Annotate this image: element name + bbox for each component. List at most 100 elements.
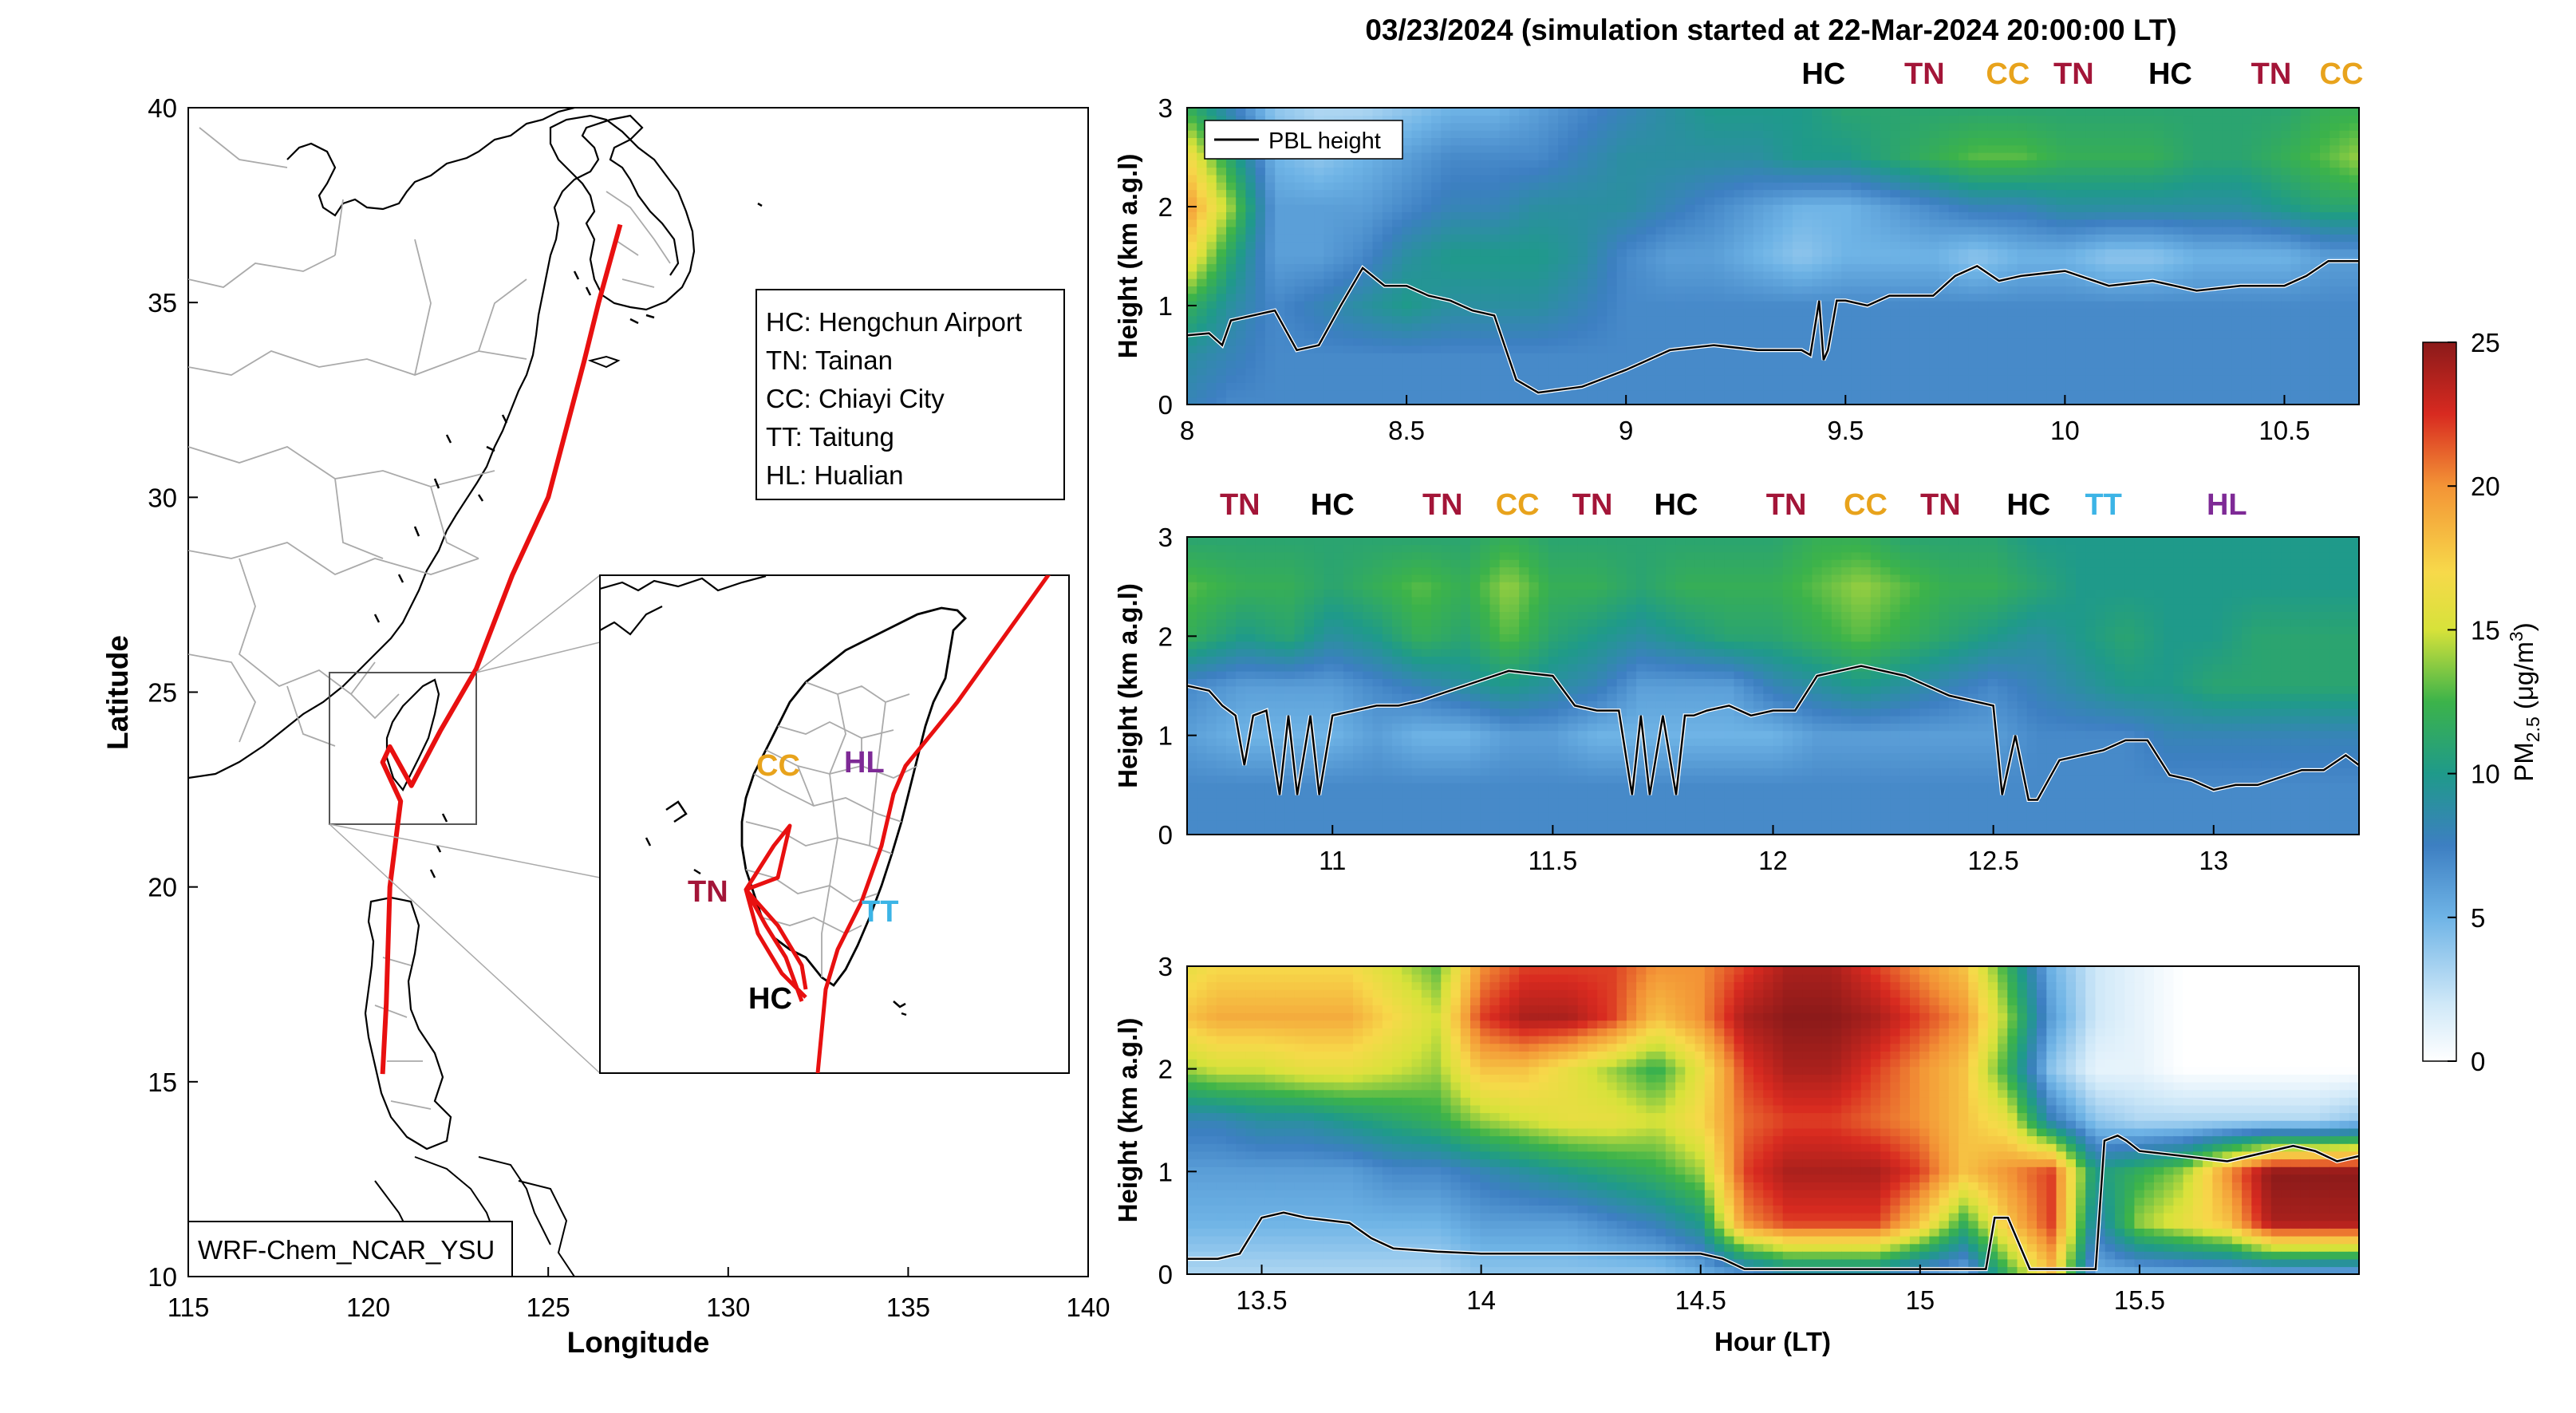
curtain-cell: [1480, 160, 1491, 168]
curtain-cell: [2183, 122, 2194, 131]
curtain-cell: [2173, 286, 2184, 294]
curtain-cell: [1197, 315, 1208, 324]
curtain-cell: [1294, 367, 1305, 376]
curtain-cell: [1773, 256, 1784, 265]
curtain-cell: [1255, 234, 1266, 243]
curtain-cell: [2261, 211, 2272, 220]
curtain-cell: [1460, 211, 1471, 220]
curtain-cell: [2261, 226, 2272, 235]
model-label: WRF-Chem_NCAR_YSU: [198, 1235, 495, 1265]
curtain-cell: [1636, 389, 1647, 398]
curtain-cell: [2095, 300, 2106, 309]
curtain-cell: [2017, 167, 2028, 176]
curtain-cell: [1948, 203, 1959, 212]
curtain-cell: [2290, 270, 2302, 279]
curtain-cell: [1929, 382, 1940, 391]
curtain-cell: [1832, 219, 1842, 227]
curtain-cell: [2339, 226, 2350, 235]
curtain-cell: [1675, 219, 1686, 227]
curtain-cell: [1587, 219, 1598, 227]
curtain-cell: [2339, 360, 2350, 369]
curtain-cell: [2065, 144, 2077, 153]
curtain-cell: [1773, 182, 1784, 191]
curtain-cell: [2261, 115, 2272, 124]
curtain-cell: [1636, 345, 1647, 353]
curtain-cell: [1607, 248, 1618, 257]
curtain-cell: [1187, 812, 1197, 821]
curtain-cell: [1489, 189, 1501, 198]
curtain-cell: [1509, 234, 1520, 243]
curtain-cell: [1714, 382, 1725, 391]
curtain-cell: [1939, 144, 1950, 153]
curtain-cell: [1314, 374, 1325, 383]
curtain-cell: [1558, 286, 1569, 294]
curtain-cell: [2076, 144, 2086, 153]
curtain-cell: [2173, 115, 2184, 124]
curtain-cell: [1743, 219, 1754, 227]
curtain-cell: [2349, 308, 2359, 317]
curtain-cell: [1968, 196, 1979, 205]
curtain-cell: [1372, 360, 1383, 369]
curtain-cell: [2164, 278, 2175, 286]
curtain-cell: [2056, 293, 2067, 302]
curtain-cell: [1275, 367, 1286, 376]
curtain-cell: [2310, 352, 2321, 361]
curtain-cell: [1343, 108, 1354, 116]
curtain-cell: [1968, 144, 1979, 153]
curtain-cell: [2153, 234, 2164, 243]
curtain-cell: [2320, 108, 2330, 116]
curtain-cell: [2242, 315, 2253, 324]
curtain-cell: [1363, 397, 1374, 405]
curtain-cell: [1909, 115, 1920, 124]
curtain-cell: [2261, 241, 2272, 250]
curtain-cell: [1763, 308, 1774, 317]
curtain-cell: [1421, 115, 1432, 124]
curtain-cell: [2339, 374, 2350, 383]
curtain-cell: [1959, 345, 1970, 353]
curtain-cell: [1959, 256, 1970, 265]
curtain-cell: [1655, 278, 1667, 286]
curtain-cell: [1753, 248, 1764, 257]
curtain-cell: [1694, 322, 1706, 331]
curtain-cell: [1226, 345, 1237, 353]
curtain-cell: [1538, 278, 1549, 286]
curtain-cell: [1226, 248, 1237, 257]
curtain-cell: [2095, 270, 2106, 279]
curtain-cell: [1402, 389, 1413, 398]
curtain-cell: [1714, 115, 1725, 124]
curtain-cell: [2281, 248, 2292, 257]
curtain-cell: [1704, 226, 1715, 235]
curtain-cell: [1187, 603, 1197, 612]
curtain-cell: [1939, 122, 1950, 131]
curtain-cell: [1948, 219, 1959, 227]
curtain-cell: [1411, 360, 1422, 369]
curtain-cell: [2329, 219, 2341, 227]
curtain-cell: [2242, 248, 2253, 257]
curtain-cell: [1529, 203, 1540, 212]
province-borders: [188, 127, 671, 1110]
curtain-cell: [1607, 360, 1618, 369]
curtain-cell: [2192, 167, 2203, 176]
curtain-cell: [1802, 167, 1813, 176]
curtain-cell: [1460, 129, 1471, 138]
curtain-cell: [1626, 263, 1637, 272]
curtain-cell: [2192, 330, 2203, 339]
curtain-cell: [1226, 360, 1237, 369]
curtain-cell: [2037, 182, 2047, 191]
curtain-cell: [2056, 160, 2067, 168]
curtain-cell: [1275, 182, 1286, 191]
curtain-cell: [2251, 308, 2262, 317]
curtain-cell: [2222, 182, 2233, 191]
curtain-cell: [2231, 167, 2243, 176]
curtain-cell: [1802, 270, 1813, 279]
curtain-cell: [1382, 234, 1393, 243]
curtain-cell: [1509, 322, 1520, 331]
curtain-cell: [2231, 345, 2243, 353]
curtain-cell: [2183, 129, 2194, 138]
curtain-cell: [1998, 286, 2009, 294]
curtain-cell: [1353, 263, 1364, 272]
curtain-cell: [1636, 129, 1647, 138]
curtain-cell: [1499, 308, 1510, 317]
curtain-cell: [1782, 241, 1793, 250]
curtain-cell: [1568, 137, 1579, 146]
